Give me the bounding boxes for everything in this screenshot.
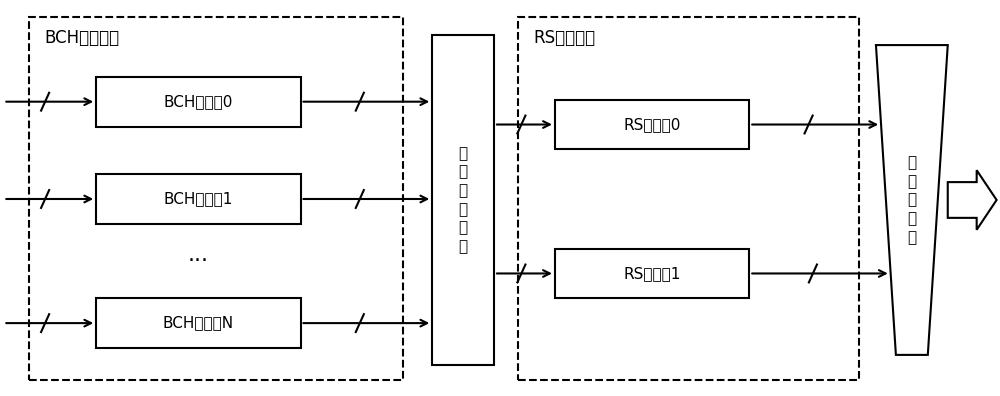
Text: BCH解码模块: BCH解码模块 bbox=[44, 29, 119, 47]
Text: RS解码器1: RS解码器1 bbox=[623, 266, 681, 281]
Bar bbox=[518, 17, 859, 380]
Text: BCH解码器1: BCH解码器1 bbox=[164, 192, 233, 206]
Text: RS解码模块: RS解码模块 bbox=[533, 29, 595, 47]
Bar bbox=[96, 298, 301, 348]
Text: BCH解码器0: BCH解码器0 bbox=[164, 94, 233, 109]
Polygon shape bbox=[948, 170, 997, 230]
Bar bbox=[96, 174, 301, 224]
Bar bbox=[555, 249, 749, 298]
Bar bbox=[555, 100, 749, 149]
Text: 多
路
复
用
器: 多 路 复 用 器 bbox=[907, 155, 916, 245]
Bar bbox=[29, 17, 403, 380]
Text: ···: ··· bbox=[188, 251, 209, 270]
Text: 第
一
解
交
织
器: 第 一 解 交 织 器 bbox=[459, 146, 468, 254]
Text: RS解码器0: RS解码器0 bbox=[623, 117, 681, 132]
Bar bbox=[432, 35, 494, 365]
Text: BCH解码器N: BCH解码器N bbox=[163, 316, 234, 331]
Polygon shape bbox=[876, 45, 948, 355]
Bar bbox=[96, 77, 301, 126]
